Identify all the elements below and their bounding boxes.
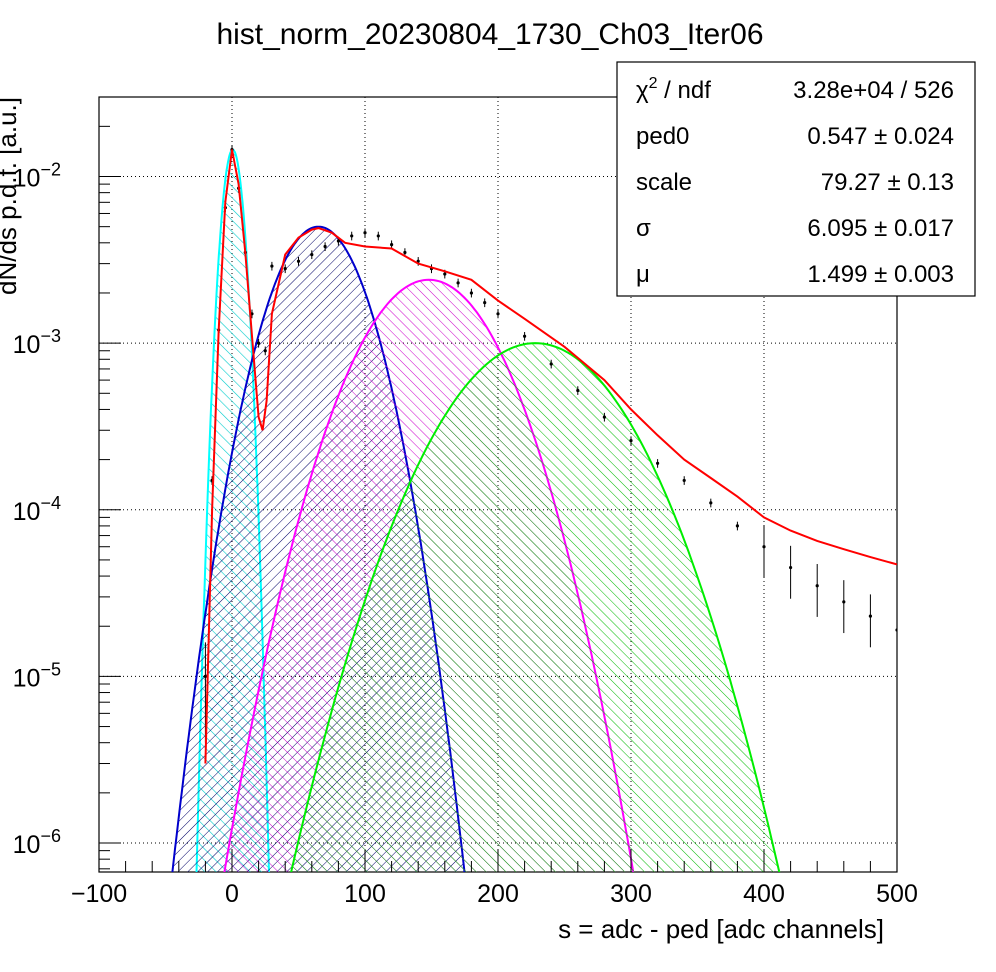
- component-curve: [290, 342, 781, 872]
- y-axis-label: dN/ds p.d.f. [a.u.]: [0, 97, 22, 295]
- data-point: [602, 415, 607, 419]
- stats-value: 6.095 ± 0.017: [807, 215, 954, 242]
- y-tick-label: 10−4: [13, 493, 61, 526]
- data-point: [263, 349, 267, 353]
- data-point: [323, 244, 327, 249]
- data-point: [656, 461, 660, 465]
- component-fill: [291, 343, 780, 872]
- x-tick-label: 500: [876, 880, 918, 908]
- y-tick-label: 10−5: [13, 659, 61, 692]
- data-point: [496, 312, 500, 316]
- fit-statistics-box: χ2 / ndf 3.28e+04 / 526 ped0 0.547 ± 0.024 s…: [616, 61, 976, 297]
- data-point: [549, 362, 553, 366]
- data-point: [483, 301, 487, 305]
- data-point: [576, 388, 580, 393]
- x-tick-label: 200: [477, 880, 519, 908]
- data-point: [203, 674, 207, 678]
- data-point: [257, 341, 261, 345]
- stats-box-frame: [616, 61, 976, 297]
- x-tick-label: 300: [610, 880, 652, 908]
- stats-label: σ: [636, 215, 651, 242]
- data-point: [363, 231, 367, 235]
- data-point: [296, 259, 301, 263]
- data-point: [403, 250, 407, 255]
- stats-value: 3.28e+04 / 526: [793, 77, 954, 104]
- stats-label: ped0: [636, 123, 689, 150]
- data-point: [376, 234, 380, 238]
- data-point: [456, 281, 460, 285]
- data-point: [842, 600, 846, 604]
- data-point: [762, 545, 766, 549]
- stats-label: χ2 / ndf: [636, 75, 711, 104]
- y-tick-label: 10−3: [13, 326, 61, 359]
- stats-label: scale: [636, 169, 692, 196]
- x-axis-label: s = adc - ped [adc channels]: [558, 914, 884, 944]
- data-point: [270, 264, 274, 268]
- data-point: [868, 614, 873, 618]
- data-point: [895, 628, 897, 632]
- fit-components: [171, 148, 781, 872]
- x-tick-label: 0: [225, 880, 239, 908]
- fit-curve: [204, 149, 897, 764]
- data-point: [735, 524, 740, 528]
- data-point: [310, 252, 314, 257]
- data-point: [629, 439, 633, 443]
- data-point: [350, 234, 354, 238]
- x-tick-label: 400: [743, 880, 785, 908]
- stats-value: 0.547 ± 0.024: [807, 123, 954, 150]
- x-tick-label: −100: [71, 880, 127, 908]
- data-point: [789, 565, 793, 570]
- data-point: [283, 267, 287, 271]
- data-point: [390, 243, 394, 247]
- total-fit: [204, 149, 897, 764]
- data-point: [523, 334, 527, 338]
- data-point: [815, 584, 819, 588]
- x-tick-label: 100: [344, 880, 386, 908]
- data-point: [443, 272, 447, 276]
- y-tick-label: 10−6: [13, 826, 61, 859]
- stats-value: 1.499 ± 0.003: [807, 261, 954, 288]
- chart-title: hist_norm_20230804_1730_Ch03_Iter06: [216, 18, 763, 51]
- data-point: [682, 478, 686, 483]
- data-point: [709, 501, 713, 505]
- stats-value: 79.27 ± 0.13: [821, 169, 954, 196]
- data-point: [469, 291, 473, 295]
- data-point: [336, 239, 340, 243]
- stats-label: μ: [636, 261, 650, 288]
